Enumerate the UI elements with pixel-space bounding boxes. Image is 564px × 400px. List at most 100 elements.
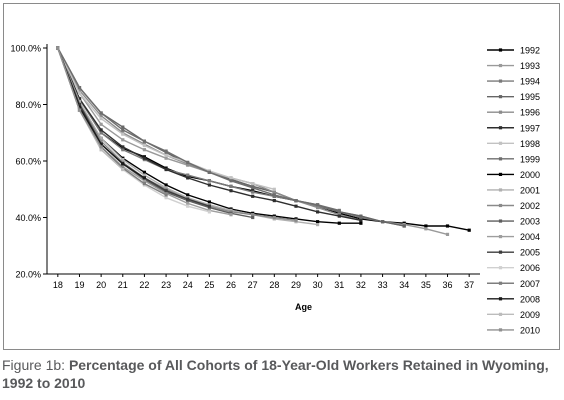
series-2000 <box>56 46 363 225</box>
legend-item-2008: 2008 <box>487 294 540 304</box>
series-1994 <box>56 46 406 228</box>
data-point <box>207 183 211 187</box>
data-point <box>337 208 341 212</box>
data-point <box>186 201 190 205</box>
data-point <box>186 193 190 197</box>
x-tick-label: 21 <box>118 280 128 290</box>
data-point <box>207 210 211 214</box>
x-tick-label: 29 <box>291 280 301 290</box>
legend-item-2000: 2000 <box>487 170 540 180</box>
data-point <box>121 145 125 149</box>
legend-swatch-marker <box>498 126 503 130</box>
data-point <box>186 197 190 201</box>
legend-swatch-marker <box>498 266 503 270</box>
x-tick-label: 33 <box>378 280 388 290</box>
x-axis-label: Age <box>295 302 312 312</box>
x-tick-label: 23 <box>161 280 171 290</box>
legend-swatch-marker <box>498 219 503 223</box>
legend-label: 2005 <box>520 248 540 258</box>
legend-label: 1996 <box>520 108 540 118</box>
data-point <box>164 167 168 172</box>
data-point <box>381 220 385 224</box>
x-tick-label: 27 <box>248 280 258 290</box>
data-point <box>402 224 406 228</box>
series-2010 <box>56 46 103 149</box>
data-point <box>445 232 450 236</box>
x-tick-label: 35 <box>421 280 431 290</box>
data-point <box>272 215 276 220</box>
data-point <box>424 224 428 228</box>
data-point <box>164 153 168 157</box>
series-1995 <box>56 46 406 228</box>
data-point <box>142 156 146 160</box>
data-point <box>121 162 125 166</box>
legend-swatch-marker <box>498 312 503 316</box>
data-point <box>121 125 125 129</box>
legend-item-2001: 2001 <box>487 185 540 195</box>
data-point <box>251 213 255 217</box>
legend-label: 2000 <box>520 170 540 180</box>
data-point <box>77 91 82 95</box>
legend-label: 2004 <box>520 232 540 242</box>
legend-item-1999: 1999 <box>487 154 540 164</box>
data-point <box>164 156 168 160</box>
line-chart: 20.0% 40.0% 60.0% 80.0% 100.0% 18 19 20 21 22 23 24… <box>10 44 540 336</box>
data-point <box>294 204 298 208</box>
data-point <box>142 143 146 148</box>
y-tick-label: 80.0% <box>15 100 41 110</box>
legend-swatch-marker <box>498 188 503 192</box>
legend-item-1996: 1996 <box>487 108 540 118</box>
legend-swatch-marker <box>498 203 503 208</box>
data-point <box>164 196 168 200</box>
legend-item-1997: 1997 <box>487 123 540 133</box>
caption-text: Percentage of All Cohorts of 18-Year-Old… <box>2 357 549 391</box>
data-point <box>99 111 103 115</box>
x-tick-label: 18 <box>53 280 63 290</box>
data-point <box>359 221 363 225</box>
series-1992 <box>56 46 471 232</box>
data-point <box>229 213 233 217</box>
data-point <box>142 173 146 177</box>
data-point <box>337 214 341 218</box>
data-point <box>164 189 168 193</box>
data-point <box>142 179 146 183</box>
legend-item-2006: 2006 <box>487 263 540 273</box>
data-point <box>251 215 255 220</box>
legend-label: 1995 <box>520 92 540 102</box>
x-tick-label: 31 <box>334 280 344 290</box>
data-point <box>99 142 103 146</box>
data-point <box>121 138 125 142</box>
legend-item-1994: 1994 <box>487 77 540 87</box>
data-point <box>229 184 233 188</box>
legend-swatch-marker <box>498 235 503 239</box>
y-tick-label: 40.0% <box>15 213 41 223</box>
data-point <box>424 227 428 231</box>
x-tick-label: 32 <box>356 280 366 290</box>
data-point <box>316 223 320 227</box>
legend-swatch-marker <box>498 110 503 114</box>
data-point <box>272 187 276 191</box>
data-point <box>316 220 320 224</box>
data-point <box>121 148 125 152</box>
legend-swatch-marker <box>498 157 503 161</box>
x-tick-label: 28 <box>269 280 279 290</box>
legend-label: 1994 <box>520 77 540 87</box>
data-point <box>164 149 168 153</box>
legend-swatch-marker <box>498 79 503 83</box>
legend-swatch-marker <box>498 63 503 68</box>
data-point <box>186 160 190 164</box>
data-point <box>99 136 103 140</box>
data-point <box>142 176 146 180</box>
data-point <box>77 88 82 92</box>
data-point <box>207 170 211 174</box>
legend-item-1992: 1992 <box>487 46 540 56</box>
x-tick-label: 30 <box>313 280 323 290</box>
legend-swatch-marker <box>498 95 503 99</box>
legend-item-2005: 2005 <box>487 248 540 258</box>
legend-item-2007: 2007 <box>487 279 540 289</box>
x-tick-label: 36 <box>443 280 453 290</box>
data-point <box>99 117 103 121</box>
data-point <box>121 132 125 136</box>
data-point <box>99 122 103 126</box>
legend-item-2003: 2003 <box>487 217 540 227</box>
